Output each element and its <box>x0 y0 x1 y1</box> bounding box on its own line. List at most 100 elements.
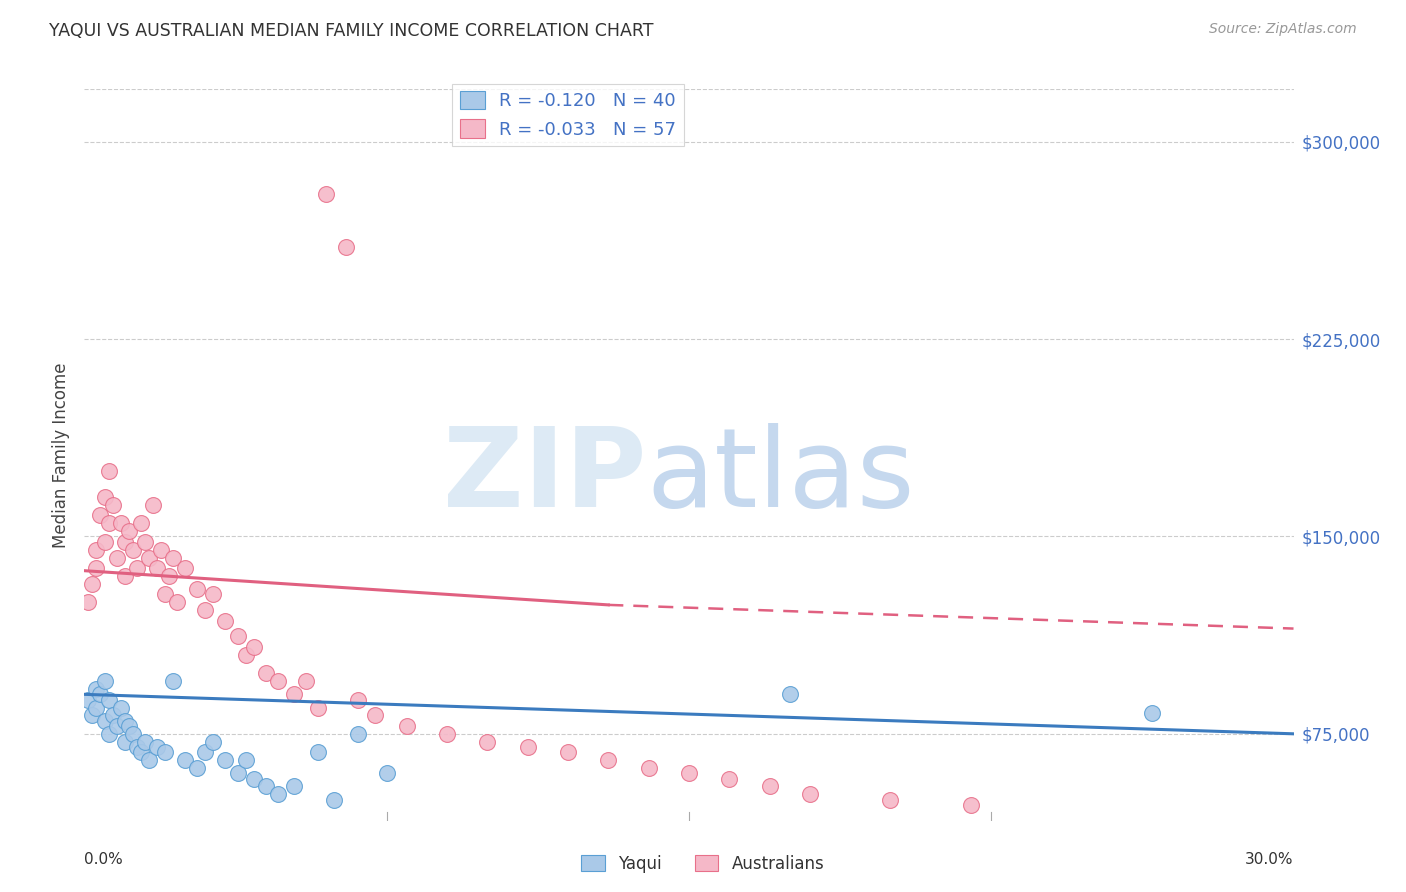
Point <box>186 582 208 596</box>
Text: YAQUI VS AUSTRALIAN MEDIAN FAMILY INCOME CORRELATION CHART: YAQUI VS AUSTRALIAN MEDIAN FAMILY INCOME… <box>49 22 654 40</box>
Point <box>114 714 136 728</box>
Point <box>86 700 108 714</box>
Point <box>125 739 148 754</box>
Point <box>138 550 160 565</box>
Point <box>101 708 124 723</box>
Point <box>267 788 290 802</box>
Point <box>307 700 329 714</box>
Point <box>97 464 120 478</box>
Point <box>678 766 700 780</box>
Point <box>186 761 208 775</box>
Point <box>226 630 249 644</box>
Point <box>162 674 184 689</box>
Point <box>149 542 172 557</box>
Point <box>194 603 217 617</box>
Point <box>242 640 264 654</box>
Point <box>105 719 128 733</box>
Point <box>138 753 160 767</box>
Point <box>267 674 290 689</box>
Point <box>134 735 156 749</box>
Point <box>347 727 370 741</box>
Point <box>214 753 236 767</box>
Point <box>315 187 337 202</box>
Point <box>477 735 499 749</box>
Point <box>960 797 983 812</box>
Point <box>153 745 176 759</box>
Point <box>86 682 108 697</box>
Point <box>1142 706 1164 720</box>
Point <box>295 674 318 689</box>
Point <box>283 780 305 794</box>
Point <box>174 561 197 575</box>
Point <box>323 792 346 806</box>
Point <box>214 614 236 628</box>
Point <box>162 550 184 565</box>
Point <box>779 687 801 701</box>
Point <box>242 772 264 786</box>
Point <box>101 498 124 512</box>
Point <box>129 516 152 531</box>
Point <box>235 753 257 767</box>
Point <box>799 788 821 802</box>
Point <box>134 534 156 549</box>
Point <box>93 490 115 504</box>
Point <box>105 550 128 565</box>
Text: Source: ZipAtlas.com: Source: ZipAtlas.com <box>1209 22 1357 37</box>
Point <box>93 714 115 728</box>
Point <box>347 692 370 706</box>
Point <box>157 569 180 583</box>
Point <box>516 739 538 754</box>
Point <box>82 577 104 591</box>
Point <box>97 692 120 706</box>
Point <box>114 534 136 549</box>
Point <box>166 595 188 609</box>
Point <box>335 240 357 254</box>
Point <box>146 561 169 575</box>
Point <box>89 687 111 701</box>
Point <box>89 508 111 523</box>
Legend: Yaqui, Australians: Yaqui, Australians <box>575 848 831 880</box>
Point <box>125 561 148 575</box>
Point <box>97 727 120 741</box>
Point <box>93 674 115 689</box>
Legend: R = -0.120   N = 40, R = -0.033   N = 57: R = -0.120 N = 40, R = -0.033 N = 57 <box>453 84 683 145</box>
Point <box>86 561 108 575</box>
Point <box>77 692 100 706</box>
Point <box>114 569 136 583</box>
Point <box>146 739 169 754</box>
Point <box>114 735 136 749</box>
Point <box>93 534 115 549</box>
Text: ZIP: ZIP <box>443 424 647 531</box>
Point <box>129 745 152 759</box>
Point <box>637 761 659 775</box>
Point <box>718 772 741 786</box>
Text: atlas: atlas <box>647 424 915 531</box>
Point <box>110 700 132 714</box>
Point <box>202 587 225 601</box>
Point <box>77 595 100 609</box>
Text: 0.0%: 0.0% <box>84 852 124 867</box>
Point <box>283 687 305 701</box>
Point <box>174 753 197 767</box>
Point <box>363 708 385 723</box>
Point <box>235 648 257 662</box>
Point <box>118 719 141 733</box>
Point <box>254 780 277 794</box>
Point <box>202 735 225 749</box>
Point <box>121 542 143 557</box>
Point <box>86 542 108 557</box>
Point <box>153 587 176 601</box>
Point <box>557 745 579 759</box>
Point <box>395 719 418 733</box>
Point <box>194 745 217 759</box>
Point <box>82 708 104 723</box>
Point <box>118 524 141 539</box>
Point <box>436 727 458 741</box>
Point <box>598 753 620 767</box>
Point <box>254 666 277 681</box>
Point <box>121 727 143 741</box>
Point <box>879 792 901 806</box>
Point <box>110 516 132 531</box>
Point <box>97 516 120 531</box>
Text: 30.0%: 30.0% <box>1246 852 1294 867</box>
